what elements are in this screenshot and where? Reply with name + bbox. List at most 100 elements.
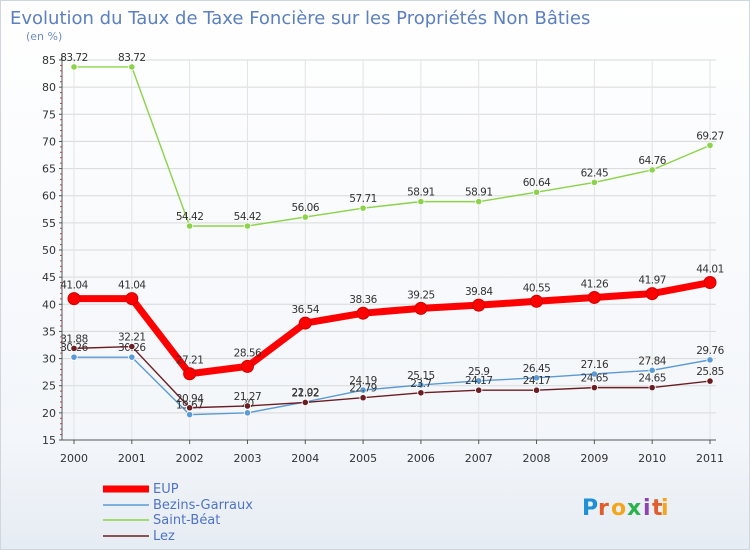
data-label: 23.7: [410, 378, 431, 390]
logo-letter: o: [611, 496, 626, 521]
data-point: [70, 353, 78, 361]
data-label: 83.72: [60, 52, 88, 64]
data-point: [530, 294, 544, 308]
data-point: [417, 389, 425, 397]
y-tick-label: 65: [42, 163, 56, 176]
data-label: 40.55: [523, 282, 551, 294]
data-point: [706, 141, 714, 149]
data-point: [243, 409, 252, 417]
series-line-eup: [70, 279, 714, 378]
axes: 15 20 25 30 35 40 45 50 55 60 65 70 75 80 85 2000 2001 20…: [42, 54, 724, 465]
data-point: [472, 298, 486, 312]
series-layer: 30.2630.2619.672022.0224.1925.1525.926.4…: [60, 52, 725, 419]
data-label: 56.06: [291, 202, 319, 214]
series-line-saint-b-at: [73, 66, 711, 227]
data-point: [648, 384, 656, 392]
x-tick-label: 2003: [233, 452, 261, 465]
data-point: [703, 276, 717, 290]
series-line-lez: [73, 345, 711, 409]
y-tick-label: 60: [42, 190, 56, 203]
data-label: 24.17: [465, 375, 493, 387]
data-label: 64.76: [638, 155, 666, 167]
y-axis-unit: (en %): [26, 30, 62, 43]
y-tick-label: 50: [42, 244, 56, 257]
legend-label: EUP: [153, 482, 179, 497]
data-label: 69.27: [696, 130, 724, 142]
data-label: 31.88: [60, 333, 88, 345]
data-point: [414, 301, 428, 315]
data-label: 24.65: [638, 373, 666, 385]
y-tick-label: 75: [42, 108, 56, 121]
data-point: [706, 377, 714, 385]
data-label: 21.27: [234, 391, 262, 403]
data-point: [417, 198, 425, 206]
data-point: [128, 353, 136, 361]
data-point: [648, 366, 656, 374]
y-tick-label: 45: [42, 271, 56, 284]
legend-label: Saint-Béat: [153, 513, 220, 528]
data-point: [186, 222, 194, 230]
data-label: 25.15: [407, 370, 435, 382]
data-label: 58.91: [407, 187, 435, 199]
x-tick-label: 2008: [523, 452, 551, 465]
data-point: [240, 359, 254, 373]
data-point: [532, 386, 541, 394]
logo-letter: P: [582, 496, 598, 521]
data-label: 60.64: [523, 177, 551, 189]
legend-label: Bezins-Garraux: [153, 498, 253, 513]
data-label: 54.42: [176, 211, 204, 223]
y-tick-label: 70: [42, 135, 56, 148]
data-label: 32.21: [118, 332, 146, 344]
data-point: [128, 342, 136, 351]
data-label: 54.42: [234, 211, 262, 223]
y-tick-label: 15: [42, 434, 56, 447]
data-point: [590, 370, 598, 378]
data-label: 22.79: [349, 383, 377, 395]
data-point: [359, 394, 367, 402]
data-point: [186, 411, 194, 419]
x-tick-label: 2011: [696, 452, 724, 465]
data-label: 83.72: [118, 52, 146, 64]
data-point: [590, 384, 598, 392]
data-label: 27.21: [176, 355, 204, 367]
data-label: 41.97: [638, 275, 666, 287]
data-point: [475, 198, 483, 206]
data-point: [706, 356, 714, 364]
x-tick-label: 2006: [407, 452, 435, 465]
data-label: 29.76: [696, 345, 724, 357]
data-label: 28.56: [234, 347, 262, 359]
logo-letter: t: [652, 496, 663, 521]
data-point: [587, 290, 601, 304]
data-point: [70, 63, 78, 71]
data-point: [243, 402, 252, 410]
y-tick-label: 85: [42, 54, 56, 67]
data-label: 27.84: [638, 355, 666, 367]
data-point: [359, 204, 367, 212]
x-tick-label: 2009: [580, 452, 608, 465]
legend-label: Lez: [153, 529, 175, 544]
data-point: [590, 178, 598, 187]
y-tick-label: 55: [42, 217, 56, 230]
data-point: [298, 316, 312, 330]
data-point: [475, 386, 483, 394]
logo-letter: i: [661, 496, 669, 521]
x-tick-label: 2000: [60, 452, 88, 465]
x-tick-label: 2001: [118, 452, 146, 465]
y-tick-label: 30: [42, 353, 56, 366]
data-label: 44.01: [696, 264, 724, 276]
data-point: [183, 367, 197, 381]
data-point: [301, 213, 309, 221]
data-label: 24.65: [581, 373, 609, 385]
data-point: [356, 306, 370, 320]
logo-letter: r: [598, 496, 609, 521]
x-tick-label: 2002: [176, 452, 204, 465]
data-label: 58.91: [465, 187, 493, 199]
grid: [62, 59, 716, 441]
x-tick-label: 2010: [638, 452, 666, 465]
data-point: [243, 222, 252, 230]
series-line-bezins-garraux: [73, 356, 711, 416]
data-label: 21.92: [291, 387, 319, 399]
